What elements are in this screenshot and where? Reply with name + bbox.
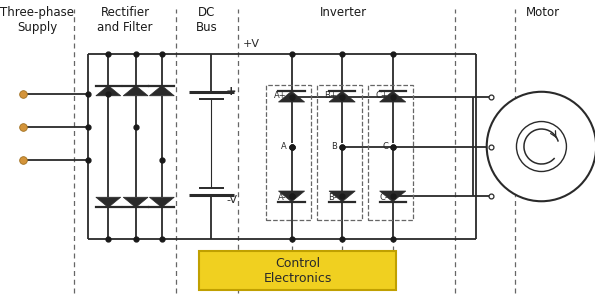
Polygon shape bbox=[380, 91, 406, 102]
Text: Inverter: Inverter bbox=[320, 6, 368, 19]
Text: C: C bbox=[382, 142, 388, 151]
Polygon shape bbox=[123, 86, 148, 96]
Bar bbox=[368, 85, 413, 220]
Polygon shape bbox=[329, 191, 355, 202]
Polygon shape bbox=[149, 86, 174, 96]
Bar bbox=[266, 85, 311, 220]
Text: A-: A- bbox=[278, 193, 287, 202]
Text: B: B bbox=[331, 142, 337, 151]
Polygon shape bbox=[380, 191, 406, 202]
Polygon shape bbox=[96, 197, 121, 208]
Polygon shape bbox=[278, 91, 305, 102]
Text: Motor: Motor bbox=[526, 6, 560, 19]
Text: B-: B- bbox=[328, 193, 337, 202]
Text: Rectifier
and Filter: Rectifier and Filter bbox=[97, 6, 153, 34]
Text: Three-phase
Supply: Three-phase Supply bbox=[0, 6, 74, 34]
Polygon shape bbox=[123, 197, 148, 208]
FancyBboxPatch shape bbox=[199, 251, 396, 290]
Text: -V: -V bbox=[226, 195, 237, 205]
Polygon shape bbox=[329, 91, 355, 102]
Text: C-: C- bbox=[379, 193, 388, 202]
Bar bbox=[317, 85, 362, 220]
Ellipse shape bbox=[516, 121, 566, 172]
Text: DC
Bus: DC Bus bbox=[196, 6, 218, 34]
Text: +: + bbox=[226, 85, 237, 98]
Text: B+: B+ bbox=[325, 91, 337, 100]
Polygon shape bbox=[278, 191, 305, 202]
Text: Control
Electronics: Control Electronics bbox=[264, 257, 331, 285]
Polygon shape bbox=[96, 86, 121, 96]
Text: C+: C+ bbox=[375, 91, 388, 100]
Ellipse shape bbox=[487, 92, 595, 201]
Text: A+: A+ bbox=[274, 91, 287, 100]
Polygon shape bbox=[149, 197, 174, 208]
Text: +V: +V bbox=[243, 39, 260, 49]
Text: A: A bbox=[281, 142, 287, 151]
